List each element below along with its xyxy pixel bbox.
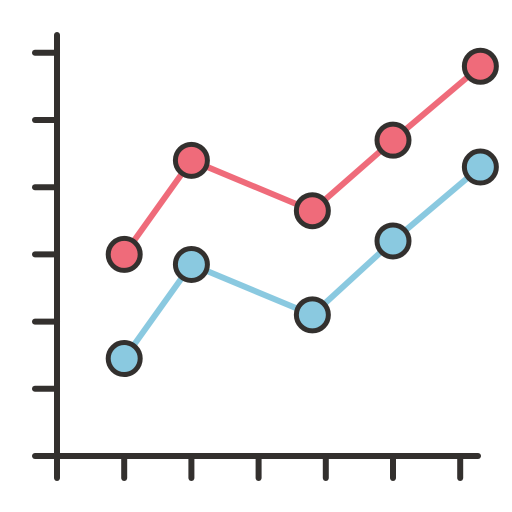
series-2-point xyxy=(461,148,499,186)
chart-axes xyxy=(32,32,481,481)
series-1-point xyxy=(374,121,412,159)
series-1-point xyxy=(461,47,499,85)
series-2-point xyxy=(374,222,412,260)
chart-series-layer xyxy=(105,47,499,378)
series-1-point xyxy=(105,235,143,273)
series-1-point xyxy=(172,141,210,179)
series-1-point xyxy=(293,192,331,230)
series-2-point xyxy=(293,296,331,334)
series-2-point xyxy=(172,245,210,283)
series-2-point xyxy=(105,340,143,378)
